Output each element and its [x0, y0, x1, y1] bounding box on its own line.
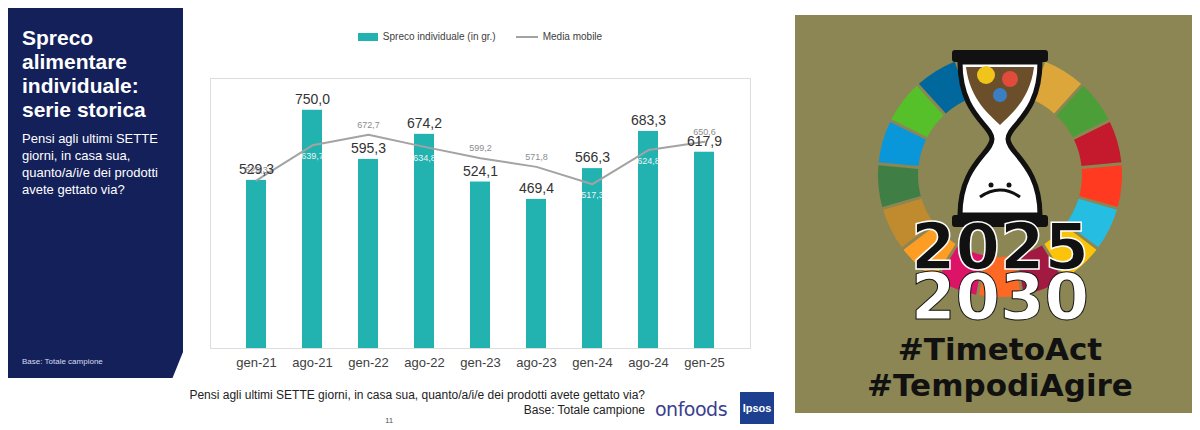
html-text:Pensi agli ultimi SETTE giorni: Pensi agli ultimi SETTE giorni, in casa …: [22, 131, 158, 197]
html-text:Ipsos: Ipsos: [742, 402, 772, 414]
html-text:Spreco alimentare individuale:: Spreco alimentare individuale: serie sto…: [22, 26, 146, 121]
svg-text:#TempodiAgire: #TempodiAgire: [867, 367, 1133, 403]
html-text:11: 11: [385, 416, 394, 425]
html-text:Base: Totale campione: Base: Totale campione: [22, 357, 103, 366]
svg-text:gen-22: gen-22: [348, 355, 388, 370]
svg-text:gen-25: gen-25: [684, 355, 724, 370]
svg-text:571,8: 571,8: [525, 152, 548, 162]
html-text:Media mobile: Media mobile: [542, 30, 603, 42]
svg-text:566,3: 566,3: [575, 149, 610, 165]
svg-text:672,7: 672,7: [357, 120, 380, 130]
svg-text:469,4: 469,4: [519, 180, 554, 196]
svg-text:595,3: 595,3: [351, 140, 386, 156]
svg-text:750,0: 750,0: [295, 91, 330, 107]
svg-text:ago-23: ago-23: [516, 355, 556, 370]
html-text:Spreco individuale (in gr.): Spreco individuale (in gr.): [382, 30, 496, 42]
svg-text:683,3: 683,3: [631, 112, 666, 128]
svg-text:gen-23: gen-23: [460, 355, 500, 370]
html-text:Pensi agli ultimi SETTE giorni: Pensi agli ultimi SETTE giorni, in casa …: [189, 388, 645, 402]
html-text:Base: Totale campione: Base: Totale campione: [523, 403, 645, 417]
svg-text:gen-24: gen-24: [572, 355, 612, 370]
svg-text:674,2: 674,2: [407, 115, 442, 131]
svg-text:gen-21: gen-21: [236, 355, 276, 370]
svg-text:ago-22: ago-22: [404, 355, 444, 370]
svg-text:617,9: 617,9: [687, 132, 722, 149]
svg-text:ago-24: ago-24: [628, 355, 668, 370]
svg-text:#TimetoAct: #TimetoAct: [898, 331, 1103, 367]
svg-text:2030: 2030: [911, 260, 1089, 334]
svg-text:650,6: 650,6: [693, 127, 716, 137]
svg-text:529,3: 529,3: [245, 165, 268, 175]
html-text:onfoods: onfoods: [655, 398, 728, 420]
svg-text:2025: 2025: [910, 210, 1090, 284]
svg-text:624,8: 624,8: [637, 156, 660, 166]
svg-text:517,3: 517,3: [581, 190, 604, 200]
svg-text:ago-21: ago-21: [292, 355, 332, 370]
svg-text:524,1: 524,1: [463, 163, 498, 179]
svg-text:639,7: 639,7: [301, 151, 324, 161]
svg-text:634,8: 634,8: [413, 153, 436, 163]
svg-text:529,3: 529,3: [239, 161, 274, 177]
svg-text:599,2: 599,2: [469, 143, 492, 153]
